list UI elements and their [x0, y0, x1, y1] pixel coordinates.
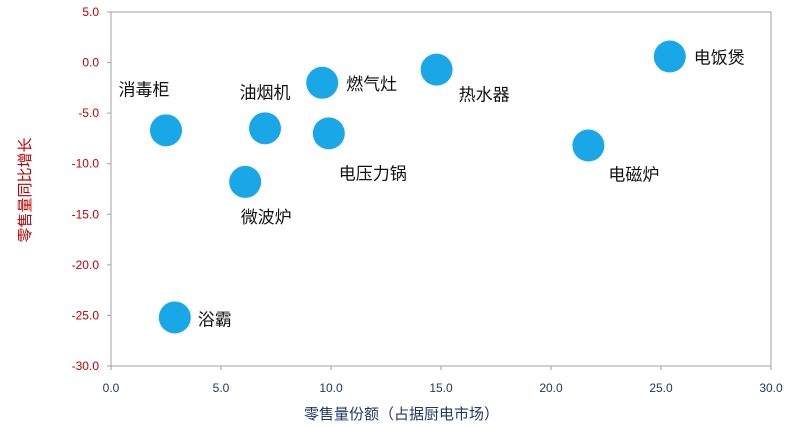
x-tick-label: 0.0: [103, 381, 120, 395]
point-label: 电饭煲: [694, 49, 745, 69]
x-tick-label: 30.0: [759, 381, 783, 395]
point-label: 油烟机: [240, 83, 291, 103]
scatter-point: [150, 114, 182, 147]
x-axis-ticks: 0.0 5.0 10.0 15.0 20.0 25.0 30.0: [103, 366, 783, 395]
scatter-point: [229, 165, 262, 198]
scatter-point: [249, 112, 281, 145]
y-tick-label: -5.0: [78, 106, 99, 120]
y-tick-label: -25.0: [72, 308, 100, 322]
point-label: 热水器: [459, 86, 510, 106]
y-tick-label: -30.0: [72, 359, 100, 373]
x-tick-label: 15.0: [429, 381, 453, 395]
y-axis-title: 零售量同比增长: [16, 137, 34, 242]
point-label: 浴霸: [198, 310, 232, 330]
x-tick-label: 25.0: [649, 381, 673, 395]
y-tick-label: 5.0: [82, 5, 99, 19]
y-axis-ticks: 5.0 0.0 -5.0 -10.0 -15.0 -20.0 -25.0 -30.0: [72, 5, 111, 373]
x-tick-label: 10.0: [319, 381, 343, 395]
x-tick-label: 20.0: [539, 381, 563, 395]
x-tick-label: 5.0: [213, 381, 230, 395]
point-label: 消毒柜: [119, 80, 170, 100]
y-tick-label: 0.0: [82, 56, 99, 70]
scatter-point: [420, 53, 453, 86]
scatter-point: [312, 117, 345, 150]
x-axis-title: 零售量份额（占据厨电市场）: [304, 405, 499, 423]
y-tick-label: -20.0: [72, 258, 100, 272]
y-tick-label: -15.0: [72, 207, 100, 221]
scatter-point: [572, 129, 605, 162]
y-tick-label: -10.0: [72, 157, 100, 171]
point-label: 电压力锅: [339, 164, 407, 184]
scatter-point: [306, 66, 339, 99]
point-label: 微波炉: [241, 208, 292, 228]
point-label: 电磁炉: [608, 166, 659, 186]
point-label: 燃气灶: [346, 75, 397, 95]
scatter-point: [653, 40, 686, 73]
scatter-point: [158, 301, 191, 334]
